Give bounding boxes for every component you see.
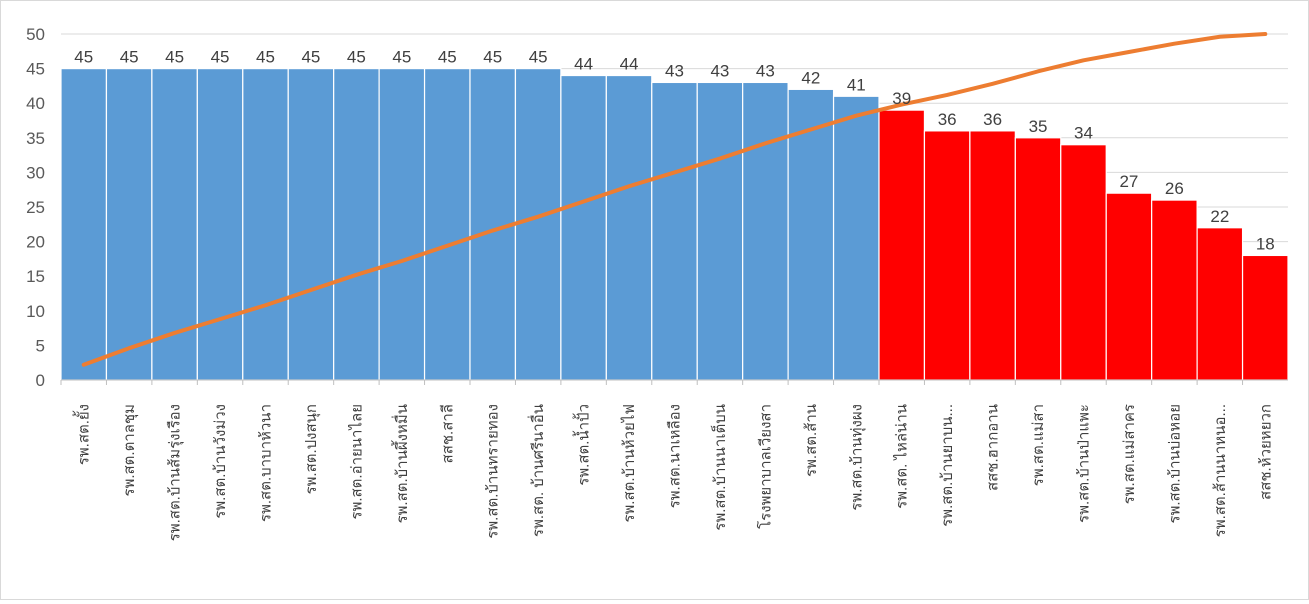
x-tick-label: รพ.สต.แม่สา: [1030, 404, 1047, 486]
bar: [878, 109, 926, 381]
bar: [832, 95, 880, 381]
data-label: 36: [938, 110, 957, 129]
x-tick-label: รพ.สต.ปงสนุก: [303, 404, 321, 495]
x-tick-label: รพ.สต.ยั้ง: [73, 404, 93, 465]
bar: [514, 67, 562, 381]
y-axis-ticks: 0 5 10 15 20 25 30 35 40 45 50: [26, 25, 45, 390]
data-label: 18: [1256, 234, 1275, 253]
data-label: 45: [347, 48, 366, 67]
y-tick-label: 10: [26, 302, 45, 321]
x-tick-label: รพ.สต.น้ำปั้ว: [573, 404, 593, 486]
y-tick-label: 45: [26, 60, 45, 79]
bar: [423, 67, 471, 381]
data-label: 45: [438, 48, 457, 67]
data-label: 27: [1119, 172, 1138, 191]
data-label: 44: [620, 55, 639, 74]
bar: [1105, 192, 1153, 381]
data-label: 45: [120, 48, 139, 67]
data-label: 43: [665, 61, 684, 80]
x-tick-label: รพ.สต.บ้านส้มรุ่งเรือง: [167, 404, 185, 541]
y-tick-label: 0: [36, 371, 45, 390]
data-label: 43: [756, 61, 775, 80]
x-tick-label: รพ.สต.บ้านทุ่งผง: [848, 404, 866, 511]
bar: [1241, 254, 1289, 381]
data-label: 45: [301, 48, 320, 67]
x-tick-label: รพ.สต.บ้านผึ้งหมื่น: [391, 404, 411, 524]
x-tick-label: สสช.ฮากอาน: [985, 404, 1002, 491]
bar: [60, 67, 108, 381]
x-tick-label: รพ.สต.บ้านทรายทอง: [485, 404, 502, 539]
bar: [651, 81, 698, 381]
x-tick-label: รพ.สต.บ้านป่าแพะ: [1076, 404, 1093, 523]
x-tick-label: รพ.สต.นาเหลือง: [667, 404, 684, 508]
x-tick-label: สสช.ห้วยหยวก: [1257, 404, 1274, 500]
y-tick-label: 35: [26, 129, 45, 148]
x-tick-label: รพ.สต.บ้านนาเต็บน: [710, 404, 729, 531]
y-tick-label: 40: [26, 94, 45, 113]
data-label: 34: [1074, 124, 1093, 143]
x-tick-label: รพ.สต. ไหล่น่าน: [893, 404, 911, 509]
data-label: 44: [574, 55, 593, 74]
bar: [196, 67, 244, 381]
bar: [1151, 199, 1198, 381]
x-tick-label: รพ.สต.บ้านวังม่วง: [212, 404, 229, 519]
cumulative-line: [81, 32, 1268, 367]
data-label: 43: [710, 61, 729, 80]
bar: [923, 130, 971, 381]
x-tick-label: รพ.สต.ส้านนาหนอ...: [1212, 404, 1229, 537]
bar: [287, 67, 335, 381]
x-tick-label: รพ.สต.ส้าน: [803, 404, 820, 477]
data-label: 45: [529, 48, 548, 67]
data-label: 22: [1210, 207, 1229, 226]
y-tick-label: 15: [26, 267, 45, 286]
bars: [60, 67, 1289, 381]
y-tick-label: 50: [26, 25, 45, 44]
bar: [1060, 144, 1107, 381]
y-tick-label: 30: [26, 163, 45, 182]
x-tick-label: รพ.สต.ตาลชุม: [121, 404, 139, 497]
bar: [696, 81, 744, 381]
bar: [1196, 227, 1244, 381]
data-label: 42: [801, 68, 820, 87]
cumulative-line-path: [81, 32, 1268, 367]
data-label: 26: [1165, 179, 1184, 198]
x-tick-label: โรงพยาบาลเวียงสา: [756, 404, 774, 529]
x-tick-label: รพ.สต.บ้านยาบน...: [939, 404, 956, 527]
data-label: 45: [211, 48, 230, 67]
bar: [560, 74, 607, 381]
data-label: 45: [165, 48, 184, 67]
bar: [105, 67, 153, 381]
data-label: 36: [983, 110, 1002, 129]
x-tick-label: สสช.สาลี: [439, 404, 456, 463]
data-labels: 45 45 45 45 45 45 45 45 45 45 45 44 44 43 43 43 42 41 39 36…: [74, 48, 1274, 254]
bar: [1014, 137, 1062, 381]
data-label: 39: [892, 89, 911, 108]
data-label: 41: [847, 75, 866, 94]
x-tick-label: รพ.สต.แม่สาคร: [1121, 404, 1138, 504]
x-tick-label: รพ.สต.บ้านบ่อหอย: [1166, 404, 1183, 524]
x-tick-label: รพ.สต.บ้านห้วยไฟ: [620, 404, 638, 523]
data-label: 45: [74, 48, 93, 67]
x-tick-label: รพ.สต.อ่ายนาไลย: [347, 404, 365, 520]
data-label: 45: [256, 48, 275, 67]
x-tick-label: รพ.สต.บาบาห้วนา: [258, 404, 275, 522]
y-tick-label: 20: [26, 233, 45, 252]
data-label: 45: [483, 48, 502, 67]
data-label: 45: [392, 48, 411, 67]
bar: [969, 130, 1016, 381]
bar: [605, 74, 653, 381]
x-axis-labels: รพ.สต.ยั้ง รพ.สต.ตาลชุม รพ.สต.บ้านส้มรุ่งเ…: [60, 380, 1274, 541]
bar: [333, 67, 380, 381]
data-label: 35: [1029, 117, 1048, 136]
y-tick-label: 5: [36, 336, 45, 355]
x-tick-label: รพ.สต. บ้านศรีนาอื่น: [527, 404, 547, 537]
bar: [242, 67, 289, 381]
y-tick-label: 25: [26, 198, 45, 217]
bar: [742, 81, 789, 381]
bar: [378, 67, 426, 381]
